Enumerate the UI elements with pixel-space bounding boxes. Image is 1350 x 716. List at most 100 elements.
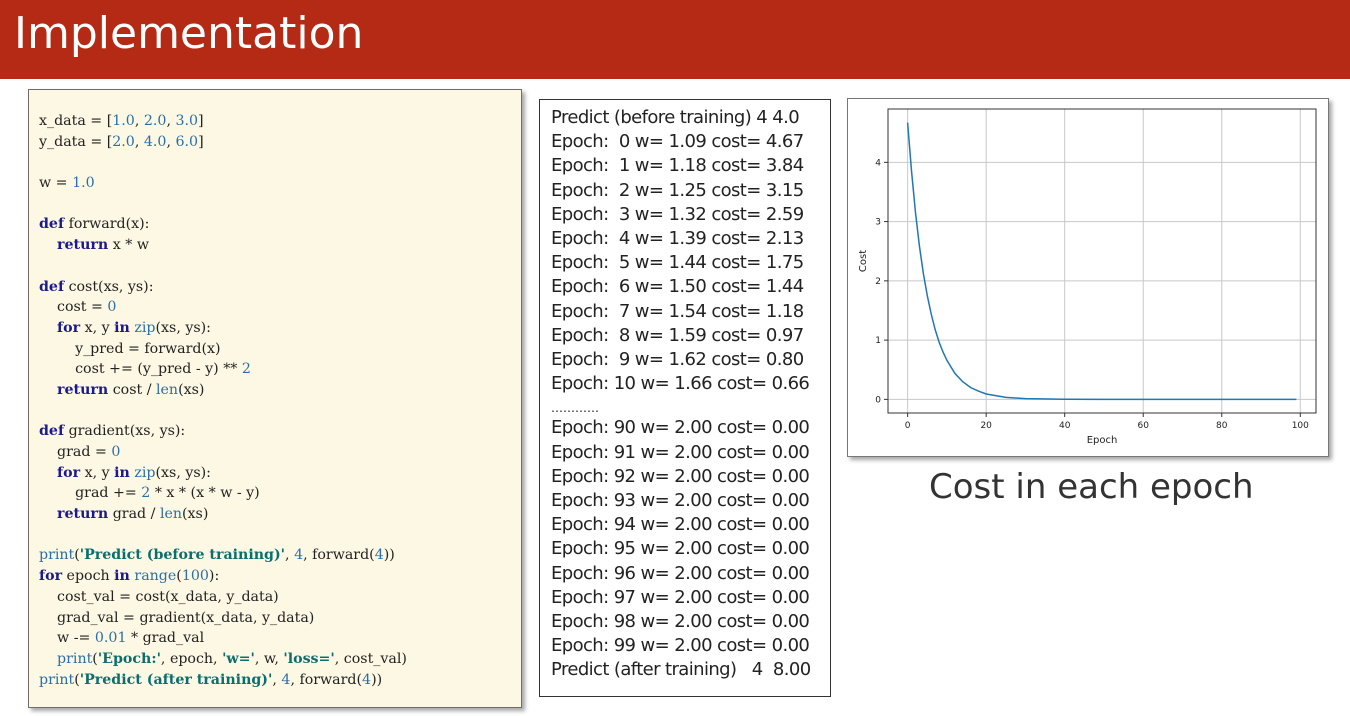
code-token: 'Predict (before training)': [79, 547, 286, 564]
x-tick-label: 60: [1138, 421, 1150, 431]
code-token: [39, 506, 57, 522]
code-token: cost(xs, ys):: [64, 278, 154, 295]
code-line: w = 1.0: [39, 173, 407, 194]
plot-area: [887, 108, 1317, 414]
y-tick-label: 2: [875, 277, 881, 287]
epoch-output-line: Epoch: 96 w= 2.00 cost= 0.00: [551, 562, 810, 584]
epoch-output-line: Epoch: 3 w= 1.32 cost= 2.59: [551, 203, 804, 225]
title-bar: Implementation: [0, 0, 1350, 79]
code-line: def cost(xs, ys):: [39, 277, 407, 298]
code-token: in: [114, 319, 130, 336]
code-token: return: [57, 506, 109, 523]
code-token: cost =: [39, 299, 108, 316]
code-token: grad /: [108, 506, 160, 523]
code-token: (: [176, 568, 182, 585]
y-tick-label: 3: [875, 218, 881, 228]
epoch-output-line: Epoch: 10 w= 1.66 cost= 0.66: [551, 373, 810, 395]
code-token: ,: [272, 671, 282, 688]
code-line: def gradient(xs, ys):: [39, 421, 407, 442]
x-tick-label: 100: [1292, 421, 1309, 431]
code-panel: x_data = [1.0, 2.0, 3.0] y_data = [2.0, 4…: [28, 89, 522, 708]
code-token: 6.0: [175, 133, 199, 150]
epoch-output-line: Epoch: 92 w= 2.00 cost= 0.00: [551, 465, 810, 487]
code-token: ]: [198, 113, 204, 129]
code-token: def: [39, 278, 65, 295]
code-line: return x * w: [39, 235, 407, 256]
epoch-output-line: Epoch: 0 w= 1.09 cost= 4.67: [551, 131, 804, 153]
code-token: def: [39, 216, 65, 233]
epoch-output-line: Epoch: 4 w= 1.39 cost= 2.13: [551, 228, 804, 249]
epoch-output-line: Epoch: 90 w= 2.00 cost= 0.00: [551, 417, 810, 439]
y-tick-label: 4: [875, 158, 881, 168]
code-token: ,: [166, 133, 176, 150]
code-line: [39, 525, 407, 546]
code-token: y_data = [: [39, 133, 113, 150]
code-token: , cost_val): [334, 650, 407, 667]
code-token: (xs): [182, 506, 209, 523]
code-token: x_data = [: [39, 113, 113, 129]
code-token: x, y: [80, 319, 115, 336]
code-token: (: [74, 671, 80, 688]
code-token: 100: [181, 568, 209, 585]
code-token: 2: [241, 361, 251, 378]
code-token: print: [39, 547, 75, 564]
code-token: in: [114, 568, 130, 585]
code-line: [39, 194, 407, 215]
epoch-output-line: Epoch: 94 w= 2.00 cost= 0.00: [551, 514, 810, 536]
code-token: (xs, ys):: [155, 464, 211, 481]
code-token: epoch: [62, 568, 115, 585]
code-token: x, y: [80, 464, 115, 481]
y-tick-label: 0: [875, 395, 881, 405]
code-token: 1.0: [72, 175, 95, 192]
epoch-output-line: Epoch: 2 w= 1.25 cost= 3.15: [551, 179, 804, 201]
x-tick-label: 0: [905, 421, 911, 431]
code-line: return cost / len(xs): [39, 380, 407, 401]
code-token: for: [57, 464, 81, 481]
code-token: (xs): [178, 381, 205, 398]
code-token: gradient(xs, ys):: [64, 423, 186, 440]
code-token: [39, 320, 57, 336]
code-token: 4: [281, 671, 291, 688]
code-line: print('Predict (after training)', 4, for…: [39, 670, 407, 691]
code-token: ):: [208, 568, 220, 585]
code-token: 2.0: [143, 113, 167, 129]
code-token: 0.01: [94, 630, 127, 647]
code-line: [39, 152, 407, 173]
code-token: [39, 651, 57, 667]
x-tick-label: 80: [1216, 421, 1228, 431]
code-line: grad += 2 * x * (x * w - y): [39, 483, 407, 504]
code-token: return: [57, 237, 109, 254]
code-token: (xs, ys):: [155, 319, 211, 336]
epoch-output-line: Epoch: 95 w= 2.00 cost= 0.00: [551, 538, 810, 560]
code-token: y_pred = forward(x): [39, 340, 221, 357]
code-token: cost += (y_pred - y) **: [39, 361, 242, 378]
code-token: 4.0: [143, 133, 167, 150]
cost-chart-svg: 0 20 40 60 80 100 0 1 2 3 4 Epoch Cost: [858, 108, 1317, 446]
output-panel: Predict (before training) 4 4.0 Epoch: 0 …: [539, 99, 831, 697]
code-token: , forward(: [303, 547, 375, 564]
epoch-output-line: Epoch: 1 w= 1.18 cost= 3.84: [551, 155, 804, 177]
code-token: , epoch,: [160, 650, 223, 667]
ellipsis-line: …………: [551, 401, 599, 416]
epoch-output-line: Epoch: 7 w= 1.54 cost= 1.18: [551, 300, 804, 322]
epoch-output-line: Epoch: 6 w= 1.50 cost= 1.44: [551, 276, 804, 298]
predict-output-line: Predict (after training) 4 8.00: [551, 659, 811, 681]
code-token: grad_val = gradient(x_data, y_data): [39, 609, 315, 626]
code-token: len: [159, 506, 183, 523]
epoch-output-line: Epoch: 97 w= 2.00 cost= 0.00: [551, 586, 810, 608]
code-token: ,: [285, 547, 295, 564]
code-token: [39, 237, 57, 253]
code-line: y_pred = forward(x): [39, 339, 407, 360]
code-token: 2.0: [112, 133, 135, 150]
code-token: 4: [374, 547, 384, 564]
code-line: for x, y in zip(xs, ys):: [39, 318, 407, 339]
code-line: return grad / len(xs): [39, 504, 407, 525]
code-token: grad +=: [39, 485, 142, 502]
code-token: 4: [362, 671, 372, 688]
code-line: x_data = [1.0, 2.0, 3.0]: [39, 111, 407, 132]
code-line: for x, y in zip(xs, ys):: [39, 463, 407, 484]
code-line: cost_val = cost(x_data, y_data): [39, 587, 407, 608]
chart-caption: Cost in each epoch: [929, 467, 1254, 507]
code-line: print('Epoch:', epoch, 'w=', w, 'loss=',…: [39, 649, 407, 670]
epoch-output-line: Epoch: 9 w= 1.62 cost= 0.80: [551, 349, 804, 370]
